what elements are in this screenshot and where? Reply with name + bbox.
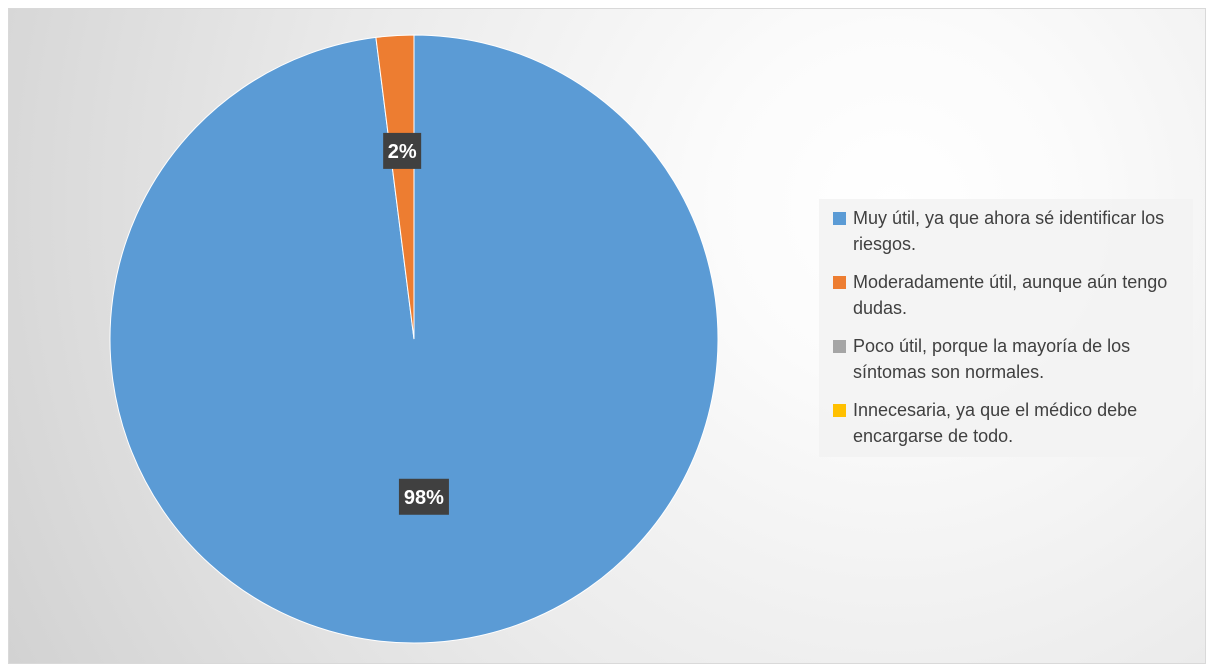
data-label-text: 98% <box>404 487 444 509</box>
data-label-box <box>398 478 449 515</box>
legend-swatch-poco-util <box>833 340 846 353</box>
legend-swatch-innecesaria <box>833 404 846 417</box>
data-label-2-pct: 2% <box>383 132 422 169</box>
data-label-98-pct: 98% <box>398 478 449 515</box>
legend-label-muy-util: Muy útil, ya que ahora sé identificar lo… <box>853 208 1165 254</box>
legend-item-innecesaria: Innecesaria, ya que el médico debe encar… <box>831 397 1189 449</box>
legend-label-poco-util: Poco útil, porque la mayoría de los sínt… <box>853 336 1131 382</box>
legend-label-moderadamente-util: Moderadamente útil, aunque aún tengo dud… <box>853 272 1168 318</box>
legend: Muy útil, ya que ahora sé identificar lo… <box>819 199 1193 457</box>
data-label-text: 2% <box>388 141 417 163</box>
legend-item-moderadamente-util: Moderadamente útil, aunque aún tengo dud… <box>831 269 1189 321</box>
legend-swatch-moderadamente-util <box>833 276 846 289</box>
pie-slice-moderadamente-util-aunque-aun- <box>375 34 415 340</box>
legend-label-innecesaria: Innecesaria, ya que el médico debe encar… <box>853 400 1138 446</box>
legend-swatch-muy-util <box>833 212 846 225</box>
pie-chart: 98% 2% <box>109 34 719 644</box>
legend-item-poco-util: Poco útil, porque la mayoría de los sínt… <box>831 333 1189 385</box>
legend-item-muy-util: Muy útil, ya que ahora sé identificar lo… <box>831 205 1189 257</box>
data-label-box <box>383 132 422 169</box>
chart-area: 98% 2% Muy útil, ya que ahora sé identifi… <box>8 8 1206 664</box>
